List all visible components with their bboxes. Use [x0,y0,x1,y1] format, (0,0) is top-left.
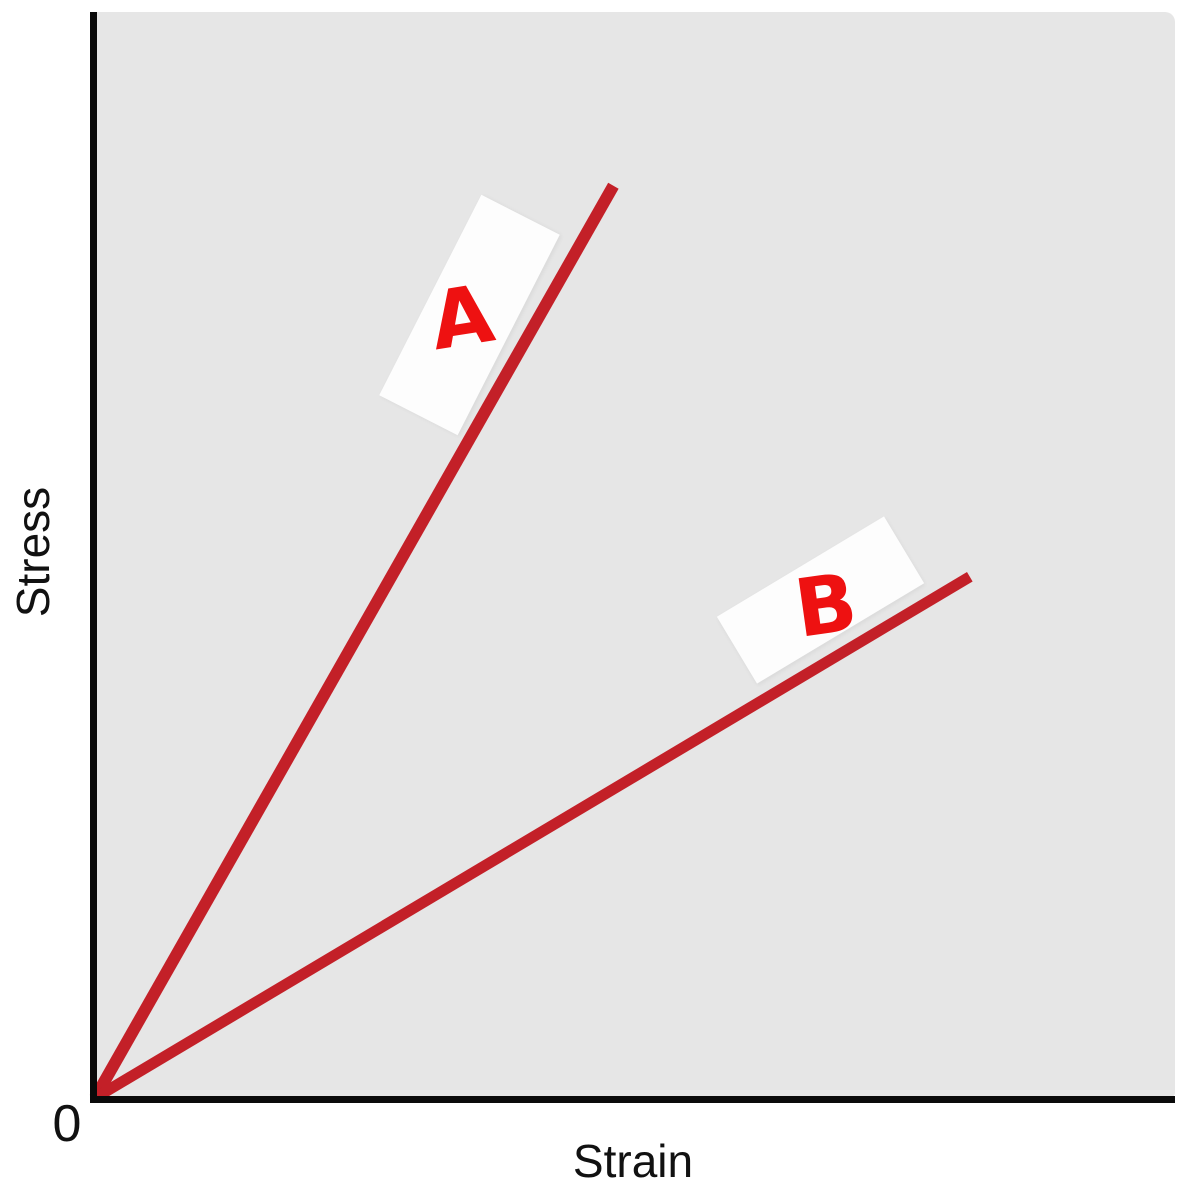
series-a-line [89,182,619,1101]
series-a-letter: A [424,266,500,369]
series-b-line [92,571,973,1103]
x-axis-line [90,1096,1175,1103]
plot-area [97,12,1175,1097]
series-b-letter: B [789,555,863,656]
y-axis-title: Stress [7,486,59,618]
origin-tick-label: 0 [52,1095,82,1153]
y-axis-line [90,12,97,1103]
x-axis-title: Strain [572,1135,694,1187]
